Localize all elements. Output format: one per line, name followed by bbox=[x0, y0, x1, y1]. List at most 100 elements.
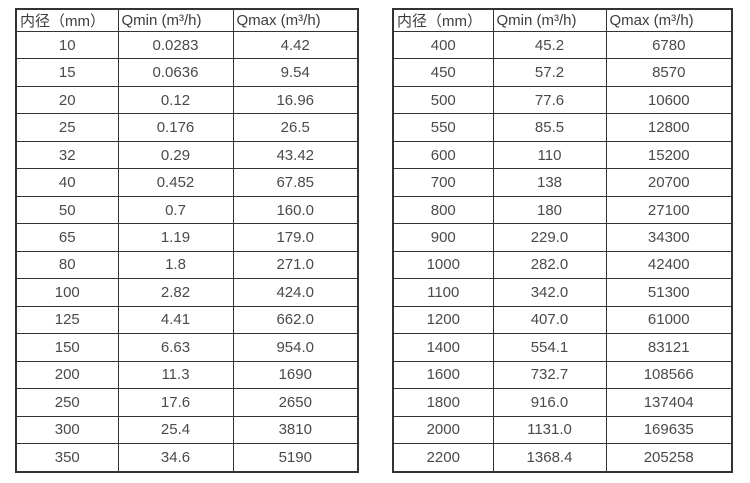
table-cell: 8570 bbox=[605, 58, 733, 87]
table-cell: 4.42 bbox=[232, 30, 359, 60]
column-header: Qmin (m³/h) bbox=[492, 8, 607, 32]
table-row: 40 0.452 67.85 bbox=[15, 168, 359, 197]
table-cell: 10 bbox=[15, 30, 119, 60]
table-cell: 67.85 bbox=[232, 168, 359, 197]
table-row: 100 2.82 424.0 bbox=[15, 278, 359, 307]
table-cell: 450 bbox=[392, 58, 494, 87]
table-cell: 954.0 bbox=[232, 333, 359, 362]
table-cell: 26.5 bbox=[232, 113, 359, 142]
table-cell: 424.0 bbox=[232, 278, 359, 307]
table-row: 65 1.19 179.0 bbox=[15, 223, 359, 252]
table-cell: 83121 bbox=[605, 333, 733, 362]
table-row: 125 4.41 662.0 bbox=[15, 305, 359, 335]
column-header: Qmin (m³/h) bbox=[117, 8, 234, 32]
table-cell: 407.0 bbox=[492, 305, 607, 335]
table-cell: 108566 bbox=[605, 360, 733, 390]
table-cell: 15200 bbox=[605, 140, 733, 170]
table-row: 15 0.0636 9.54 bbox=[15, 58, 359, 87]
table-cell: 138 bbox=[492, 168, 607, 197]
table-cell: 20 bbox=[15, 85, 119, 115]
table-cell: 42400 bbox=[605, 250, 733, 280]
table-cell: 32 bbox=[15, 140, 119, 170]
table-row: 25 0.176 26.5 bbox=[15, 113, 359, 142]
table-cell: 200 bbox=[15, 360, 119, 390]
table-cell: 77.6 bbox=[492, 85, 607, 115]
table-cell: 11.3 bbox=[117, 360, 234, 390]
table-header-row: 内径（mm） Qmin (m³/h) Qmax (m³/h) bbox=[392, 8, 733, 32]
table-cell: 160.0 bbox=[232, 195, 359, 225]
table-cell: 6.63 bbox=[117, 333, 234, 362]
table-cell: 25.4 bbox=[117, 415, 234, 445]
table-cell: 300 bbox=[15, 415, 119, 445]
table-row: 20 0.12 16.96 bbox=[15, 85, 359, 115]
table-cell: 732.7 bbox=[492, 360, 607, 390]
table-cell: 27100 bbox=[605, 195, 733, 225]
table-row: 250 17.6 2650 bbox=[15, 388, 359, 417]
table-cell: 1368.4 bbox=[492, 443, 607, 473]
column-header: 内径（mm） bbox=[392, 8, 494, 32]
table-cell: 0.176 bbox=[117, 113, 234, 142]
table-cell: 45.2 bbox=[492, 30, 607, 60]
table-cell: 17.6 bbox=[117, 388, 234, 417]
table-row: 1000 282.0 42400 bbox=[392, 250, 733, 280]
table-row: 600 110 15200 bbox=[392, 140, 733, 170]
table-cell: 2000 bbox=[392, 415, 494, 445]
table-cell: 0.452 bbox=[117, 168, 234, 197]
flow-range-table-large-diameters: 内径（mm） Qmin (m³/h) Qmax (m³/h) 400 45.2 6780… bbox=[392, 8, 733, 473]
table-cell: 137404 bbox=[605, 388, 733, 417]
table-cell: 0.29 bbox=[117, 140, 234, 170]
table-cell: 85.5 bbox=[492, 113, 607, 142]
table-row: 1100 342.0 51300 bbox=[392, 278, 733, 307]
table-cell: 0.0636 bbox=[117, 58, 234, 87]
table-cell: 65 bbox=[15, 223, 119, 252]
table-cell: 400 bbox=[392, 30, 494, 60]
table-row: 1200 407.0 61000 bbox=[392, 305, 733, 335]
table-row: 2200 1368.4 205258 bbox=[392, 443, 733, 473]
table-cell: 12800 bbox=[605, 113, 733, 142]
column-header: Qmax (m³/h) bbox=[232, 8, 359, 32]
table-row: 2000 1131.0 169635 bbox=[392, 415, 733, 445]
table-row: 400 45.2 6780 bbox=[392, 30, 733, 60]
table-cell: 2200 bbox=[392, 443, 494, 473]
table-cell: 229.0 bbox=[492, 223, 607, 252]
table-cell: 500 bbox=[392, 85, 494, 115]
table-cell: 205258 bbox=[605, 443, 733, 473]
table-cell: 916.0 bbox=[492, 388, 607, 417]
table-cell: 2.82 bbox=[117, 278, 234, 307]
table-header-row: 内径（mm） Qmin (m³/h) Qmax (m³/h) bbox=[15, 8, 359, 32]
table-cell: 1690 bbox=[232, 360, 359, 390]
table-cell: 1131.0 bbox=[492, 415, 607, 445]
table-cell: 16.96 bbox=[232, 85, 359, 115]
table-cell: 1100 bbox=[392, 278, 494, 307]
table-cell: 1.8 bbox=[117, 250, 234, 280]
column-header: 内径（mm） bbox=[15, 8, 119, 32]
table-cell: 169635 bbox=[605, 415, 733, 445]
table-cell: 100 bbox=[15, 278, 119, 307]
table-row: 50 0.7 160.0 bbox=[15, 195, 359, 225]
table-cell: 57.2 bbox=[492, 58, 607, 87]
table-cell: 1600 bbox=[392, 360, 494, 390]
table-row: 900 229.0 34300 bbox=[392, 223, 733, 252]
table-cell: 550 bbox=[392, 113, 494, 142]
table-cell: 4.41 bbox=[117, 305, 234, 335]
table-cell: 1200 bbox=[392, 305, 494, 335]
table-cell: 350 bbox=[15, 443, 119, 473]
table-cell: 9.54 bbox=[232, 58, 359, 87]
table-cell: 80 bbox=[15, 250, 119, 280]
table-cell: 43.42 bbox=[232, 140, 359, 170]
table-row: 300 25.4 3810 bbox=[15, 415, 359, 445]
table-row: 150 6.63 954.0 bbox=[15, 333, 359, 362]
table-cell: 900 bbox=[392, 223, 494, 252]
table-cell: 20700 bbox=[605, 168, 733, 197]
table-cell: 15 bbox=[15, 58, 119, 87]
table-row: 32 0.29 43.42 bbox=[15, 140, 359, 170]
table-cell: 3810 bbox=[232, 415, 359, 445]
table-row: 1400 554.1 83121 bbox=[392, 333, 733, 362]
table-cell: 51300 bbox=[605, 278, 733, 307]
table-row: 450 57.2 8570 bbox=[392, 58, 733, 87]
table-row: 500 77.6 10600 bbox=[392, 85, 733, 115]
table-row: 350 34.6 5190 bbox=[15, 443, 359, 473]
flow-range-table-small-diameters: 内径（mm） Qmin (m³/h) Qmax (m³/h) 10 0.0283 4.4… bbox=[15, 8, 359, 473]
table-row: 800 180 27100 bbox=[392, 195, 733, 225]
